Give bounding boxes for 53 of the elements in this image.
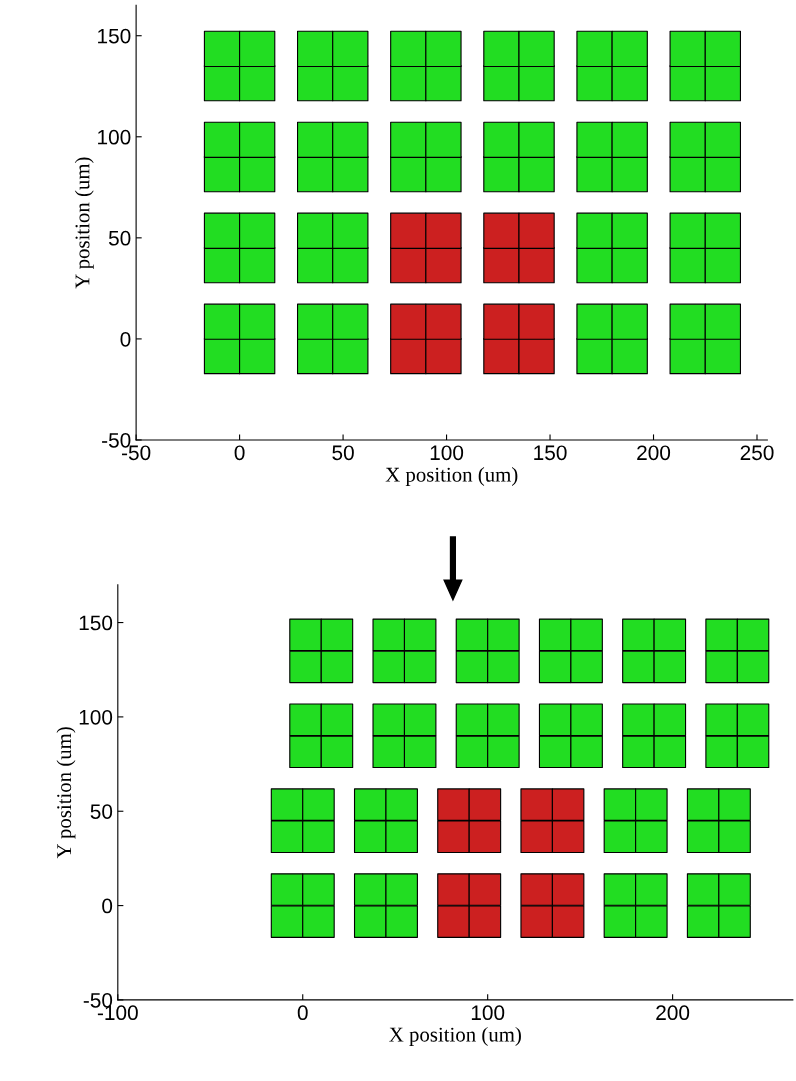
point bbox=[551, 873, 585, 906]
point bbox=[437, 905, 470, 938]
point bbox=[520, 820, 553, 853]
point bbox=[468, 905, 502, 938]
x-tick-label: 200 bbox=[656, 1005, 690, 1021]
y-tick-label: 50 bbox=[90, 804, 113, 819]
point bbox=[468, 873, 502, 906]
point bbox=[518, 303, 555, 340]
point bbox=[437, 820, 470, 853]
y-tick-label: 150 bbox=[79, 615, 113, 631]
x-tick-label: 200 bbox=[637, 445, 671, 461]
point bbox=[520, 873, 553, 906]
point bbox=[551, 788, 585, 821]
y-tick-label: 0 bbox=[120, 331, 131, 347]
point bbox=[518, 212, 555, 249]
point bbox=[518, 246, 555, 284]
y-tick-label: 0 bbox=[102, 898, 113, 914]
point bbox=[390, 303, 427, 340]
point bbox=[437, 788, 470, 821]
point bbox=[390, 246, 427, 284]
point bbox=[425, 212, 462, 249]
x-tick-label: 150 bbox=[534, 445, 567, 461]
x-tick-label: 100 bbox=[471, 1005, 505, 1021]
x-tick-label: 50 bbox=[332, 445, 354, 461]
y-tick-label: 100 bbox=[79, 709, 113, 725]
point bbox=[551, 905, 585, 938]
y-tick-label: 150 bbox=[98, 28, 131, 44]
point bbox=[468, 788, 502, 821]
point bbox=[520, 788, 553, 821]
point bbox=[483, 337, 520, 375]
point bbox=[483, 212, 520, 249]
point bbox=[437, 873, 470, 906]
point bbox=[390, 337, 427, 375]
y-axis-title: Y position (um) bbox=[74, 157, 94, 289]
point bbox=[518, 337, 555, 375]
point bbox=[551, 820, 585, 853]
x-tick-label: 0 bbox=[234, 445, 245, 461]
x-axis-title: X position (um) bbox=[389, 1026, 521, 1046]
point bbox=[468, 820, 502, 853]
x-tick-label: 250 bbox=[740, 445, 774, 461]
y-axis-title: Y position (um) bbox=[56, 727, 76, 859]
point bbox=[425, 246, 462, 284]
x-axis-title: X position (um) bbox=[385, 467, 518, 486]
point bbox=[483, 246, 520, 284]
point bbox=[520, 905, 553, 938]
point bbox=[425, 337, 462, 375]
y-tick-label: 100 bbox=[98, 129, 131, 145]
point bbox=[425, 303, 462, 340]
x-tick-label: 100 bbox=[430, 445, 464, 461]
point bbox=[390, 212, 427, 249]
point bbox=[483, 303, 520, 340]
y-tick-label: 50 bbox=[108, 230, 131, 246]
x-tick-label: 0 bbox=[297, 1005, 308, 1021]
